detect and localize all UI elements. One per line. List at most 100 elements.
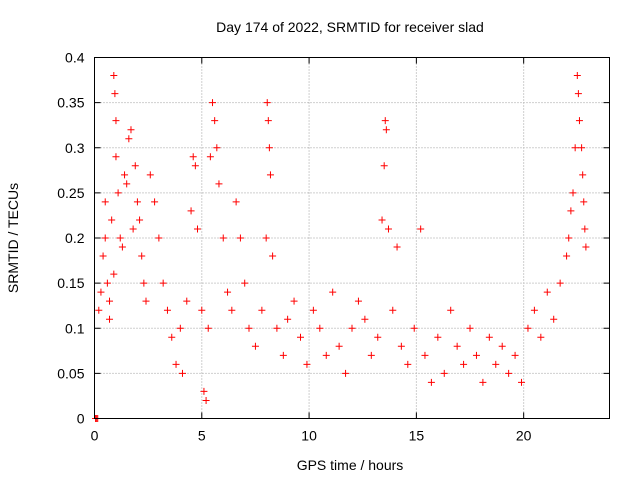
x-axis-label: GPS time / hours <box>297 457 404 473</box>
data-point <box>146 171 154 179</box>
data-point <box>374 333 382 341</box>
data-point <box>479 378 487 386</box>
data-points <box>92 72 590 422</box>
data-point <box>574 90 582 98</box>
data-point <box>573 72 581 80</box>
data-point <box>168 333 176 341</box>
data-point <box>97 288 105 296</box>
y-tick-label: 0.05 <box>57 365 84 381</box>
data-point <box>204 324 212 332</box>
data-point <box>492 360 500 368</box>
x-tick-label: 15 <box>409 428 425 444</box>
data-point <box>264 117 272 125</box>
data-point <box>110 72 118 80</box>
data-point <box>131 162 139 170</box>
data-point <box>578 144 586 152</box>
chart-title: Day 174 of 2022, SRMTID for receiver sla… <box>216 19 484 35</box>
data-point <box>384 225 392 233</box>
data-point <box>111 90 119 98</box>
data-point <box>498 342 506 350</box>
data-point <box>129 225 137 233</box>
data-point <box>297 333 304 341</box>
data-point <box>524 324 532 332</box>
data-point <box>258 306 266 314</box>
data-point <box>136 216 144 224</box>
data-point <box>565 234 573 242</box>
data-point <box>410 324 418 332</box>
data-point <box>133 198 141 206</box>
data-point <box>101 198 109 206</box>
data-point <box>472 351 480 359</box>
data-point <box>581 225 589 233</box>
data-point <box>427 378 435 386</box>
data-point <box>232 198 240 206</box>
data-point <box>303 360 311 368</box>
y-tick-label: 0.4 <box>65 50 85 66</box>
data-point <box>571 144 579 152</box>
data-point <box>209 99 217 107</box>
data-point <box>569 189 577 197</box>
y-tick-label: 0.3 <box>65 140 85 156</box>
data-point <box>316 324 324 332</box>
data-point <box>123 180 131 188</box>
data-point <box>380 162 388 170</box>
data-point <box>378 216 386 224</box>
data-point <box>466 324 474 332</box>
data-point <box>266 171 274 179</box>
data-point <box>191 162 199 170</box>
data-point <box>108 216 116 224</box>
data-point <box>309 306 317 314</box>
data-point <box>211 117 219 125</box>
data-point <box>159 279 167 287</box>
data-point <box>140 279 148 287</box>
data-point <box>187 207 195 215</box>
data-point <box>361 315 369 323</box>
data-point <box>329 288 337 296</box>
data-point <box>263 99 271 107</box>
data-point <box>530 306 538 314</box>
data-point <box>106 297 114 305</box>
data-point <box>95 306 103 314</box>
data-point <box>348 324 356 332</box>
data-point <box>421 351 429 359</box>
data-point <box>245 324 253 332</box>
data-point <box>511 351 519 359</box>
data-point <box>236 234 244 242</box>
data-point <box>127 126 135 134</box>
data-point <box>138 252 146 260</box>
data-point <box>151 198 159 206</box>
data-point <box>354 297 362 305</box>
data-point <box>251 342 259 350</box>
data-point <box>172 360 180 368</box>
data-point <box>125 135 133 143</box>
data-point <box>290 297 298 305</box>
data-point <box>118 243 126 251</box>
data-point <box>393 243 401 251</box>
data-point <box>389 306 397 314</box>
y-axis-label: SRMTID / TECUs <box>5 183 21 293</box>
data-point <box>265 144 273 152</box>
data-point <box>112 117 120 125</box>
y-tick-label: 0.2 <box>65 230 85 246</box>
data-point <box>485 333 493 341</box>
data-point <box>269 252 277 260</box>
data-point <box>99 252 107 260</box>
data-point <box>434 333 442 341</box>
data-point <box>198 306 206 314</box>
plot-frame <box>94 57 610 419</box>
data-point <box>189 153 197 161</box>
data-point <box>114 189 122 197</box>
y-tick-label: 0.15 <box>57 275 84 291</box>
data-point <box>575 117 583 125</box>
data-point <box>273 324 281 332</box>
data-point <box>202 396 210 404</box>
grid <box>94 57 610 419</box>
y-tick-label: 0.35 <box>57 95 84 111</box>
y-tick-label: 0 <box>77 411 85 427</box>
data-point <box>453 342 461 350</box>
data-point <box>505 369 513 377</box>
y-tick-label: 0.25 <box>57 185 84 201</box>
data-point <box>580 198 588 206</box>
data-point <box>142 297 150 305</box>
